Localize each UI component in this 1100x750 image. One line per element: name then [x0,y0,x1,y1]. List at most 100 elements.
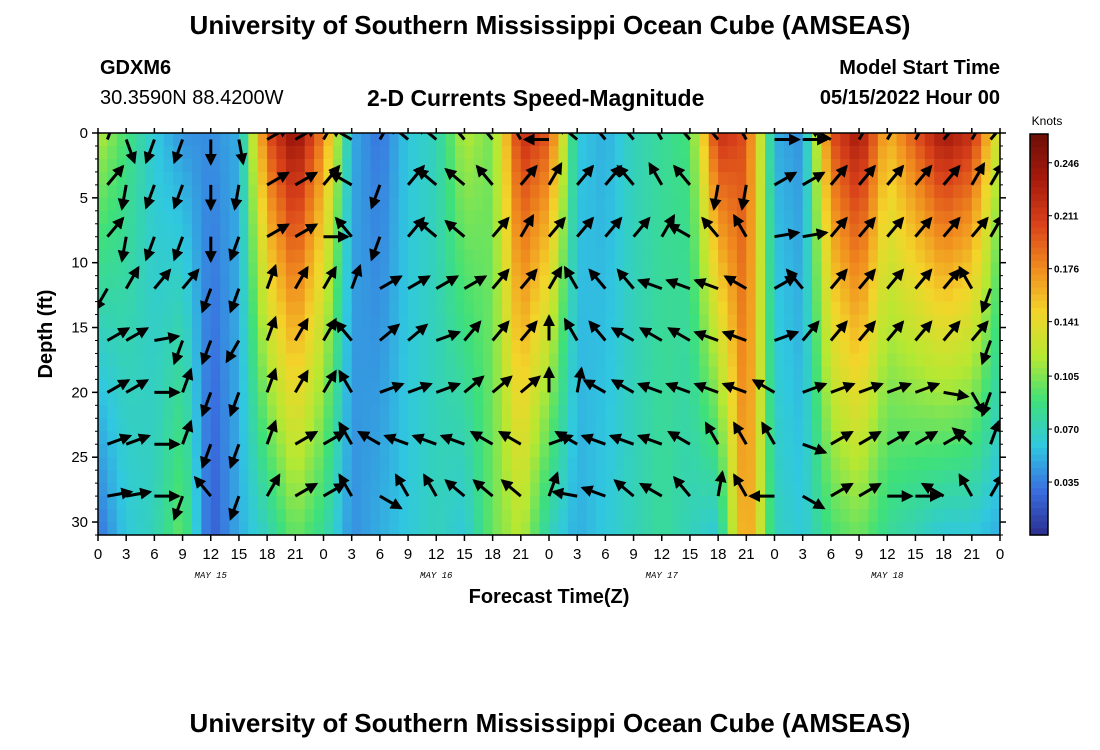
heatmap-cell [906,314,917,329]
heatmap-cell [661,301,672,316]
heatmap-cell [887,133,898,147]
heatmap-cell [210,405,221,419]
heatmap-cell [464,145,475,160]
heatmap-cell [455,133,466,147]
heatmap-cell [530,288,541,303]
heatmap-cell [304,522,315,535]
heatmap-cell [502,522,513,535]
heatmap-cell [220,353,231,368]
heatmap-cell [821,301,832,316]
heatmap-cell [464,171,475,186]
heatmap-cell [765,444,776,458]
heatmap-cell [182,392,193,406]
heatmap-cell [868,301,879,316]
heatmap-cell [163,483,174,497]
heatmap-cell [558,379,569,393]
colorbar-segment [1030,354,1048,362]
heatmap-cell [633,184,644,199]
heatmap-cell [539,431,550,445]
heatmap-cell [173,301,184,316]
heatmap-cell [492,379,503,393]
heatmap-cell [107,405,118,419]
heatmap-cell [455,405,466,419]
heatmap-cell [276,184,287,199]
colorbar-segment [1030,321,1048,329]
heatmap-cell [473,301,484,316]
heatmap-cell [389,171,400,186]
heatmap-cell [163,522,174,535]
heatmap-cell [107,431,118,445]
heatmap-cell [708,288,719,303]
heatmap-cell [116,340,127,355]
heatmap-cell [98,379,108,393]
heatmap-cell [98,158,108,173]
heatmap-cell [511,197,522,212]
heatmap-cell [238,522,249,535]
heatmap-cell [586,470,597,484]
heatmap-cell [783,431,794,445]
heatmap-cell [830,145,841,160]
heatmap-cell [502,275,513,290]
heatmap-cell [370,275,381,290]
heatmap-cell [126,405,137,419]
heatmap-cell [135,522,146,535]
current-vector-arrow [439,433,465,446]
heatmap-cell [173,262,184,277]
heatmap-cell [295,509,306,523]
heatmap-cell [201,262,212,277]
heatmap-cell [464,249,475,264]
heatmap-cell [426,249,437,264]
heatmap-cell [229,262,240,277]
heatmap-cell [868,353,879,368]
heatmap-cell [220,275,231,290]
heatmap-cell [877,301,888,316]
heatmap-cell [906,262,917,277]
heatmap-cell [361,366,372,380]
heatmap-cell [314,288,325,303]
colorbar-segment [1030,314,1048,322]
colorbar-segment [1030,421,1048,429]
heatmap-cell [642,197,653,212]
heatmap-cell [342,171,353,186]
current-vector-arrow [682,133,692,141]
heatmap-cell [727,223,738,238]
heatmap-cell [793,288,804,303]
heatmap-cell [624,353,635,368]
heatmap-cell [436,133,447,147]
colorbar-segment [1030,481,1048,489]
heatmap-cell [953,509,964,523]
x-tick-label: 15 [456,546,473,563]
heatmap-cell [229,522,240,535]
heatmap-cell [906,431,917,445]
heatmap-cell [332,275,343,290]
heatmap-cell [624,236,635,251]
heatmap-cell [210,340,221,355]
heatmap-cell [586,288,597,303]
heatmap-cell [332,457,343,471]
heatmap-cell [586,171,597,186]
x-tick-label: 21 [512,546,529,563]
heatmap-cell [408,470,419,484]
x-tick-label: 18 [259,546,276,563]
heatmap-cell [173,223,184,238]
heatmap-cell [624,366,635,380]
heatmap-cell [426,133,437,147]
heatmap-cell [671,145,682,160]
heatmap-cell [483,522,494,535]
current-vector-arrow [181,367,194,393]
heatmap-cell [755,483,766,497]
heatmap-cell [605,470,616,484]
heatmap-cell [126,171,137,186]
heatmap-cell [267,184,278,199]
heatmap-cell [539,522,550,535]
current-vector-arrow [491,268,510,290]
heatmap-cell [633,249,644,264]
colorbar-segment [1030,194,1048,202]
heatmap-cell [492,509,503,523]
colorbar-segment [1030,434,1048,443]
heatmap-cell [840,418,851,432]
heatmap-cell [511,483,522,497]
heatmap-cell [830,197,841,212]
heatmap-cell [436,470,447,484]
heatmap-cell [304,288,315,303]
